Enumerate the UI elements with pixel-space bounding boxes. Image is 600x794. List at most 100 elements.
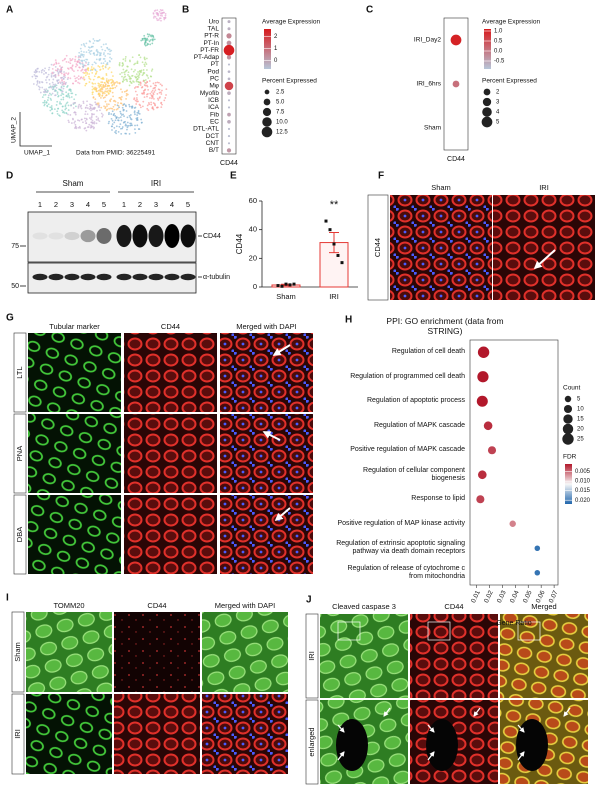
umap-cell — [99, 90, 102, 93]
category-label: PT — [211, 61, 219, 68]
micrograph — [124, 333, 217, 412]
legend-title: Percent Expressed — [262, 78, 317, 85]
umap-cell — [67, 92, 70, 95]
umap-cell — [82, 55, 85, 58]
umap-cell — [77, 78, 80, 81]
umap-cell — [95, 103, 98, 106]
umap-cell — [85, 106, 87, 109]
umap-cell — [114, 100, 117, 103]
umap-cell — [156, 92, 159, 95]
umap-cell — [60, 103, 63, 105]
umap-cell — [146, 81, 149, 83]
umap-cell — [136, 75, 139, 78]
umap-cell — [51, 85, 54, 88]
umap-cell — [99, 53, 102, 56]
umap-cell — [115, 132, 117, 135]
umap-cell — [53, 63, 56, 66]
umap-cell — [105, 88, 107, 90]
umap-cell — [50, 108, 53, 111]
category-label: Regulation of release of cytochrome c fr… — [347, 564, 465, 580]
x-tick-label: CD44 — [447, 156, 465, 163]
umap-cell — [156, 9, 159, 12]
umap-cell — [77, 126, 80, 129]
umap-cell — [136, 62, 139, 64]
row-label-box — [305, 699, 319, 785]
umap-cell — [67, 61, 70, 64]
size-label: 20 — [577, 427, 584, 433]
category-label: IRI_6hrs — [416, 81, 441, 88]
umap-cell — [74, 105, 77, 108]
category-label: ICA — [208, 104, 220, 111]
umap-cell — [54, 94, 56, 97]
umap-cell — [122, 68, 125, 71]
umap-cell — [111, 119, 114, 122]
lane-label: 4 — [170, 200, 174, 209]
dot — [227, 70, 231, 74]
umap-cell — [94, 101, 97, 104]
umap-cell — [51, 92, 54, 95]
umap-cell — [54, 59, 57, 62]
umap-cell — [50, 105, 53, 107]
umap-cell — [124, 57, 127, 60]
data-point — [280, 284, 284, 288]
umap-cell — [134, 69, 136, 71]
lumen — [516, 719, 548, 771]
umap-cell — [82, 77, 84, 80]
arrow — [533, 249, 556, 270]
umap-cell — [69, 77, 72, 80]
colorbar-label: 2 — [274, 34, 278, 40]
umap-cell — [31, 75, 34, 78]
umap-cell — [56, 112, 59, 115]
umap-cell — [118, 116, 120, 119]
size-label: 2 — [496, 90, 500, 96]
umap-cell — [60, 98, 63, 101]
micrograph — [26, 694, 112, 774]
umap-cell — [79, 56, 82, 59]
lane-label: 3 — [154, 200, 158, 209]
umap-cell — [157, 81, 160, 84]
umap-cell — [110, 98, 113, 101]
dot — [477, 371, 489, 383]
x-tick-label: Sham — [276, 292, 296, 301]
umap-cell — [104, 90, 107, 93]
dot — [476, 495, 485, 504]
umap-cell — [155, 17, 158, 20]
dot — [477, 346, 490, 358]
data-point — [336, 253, 340, 257]
umap-cell — [84, 120, 87, 122]
umap-cell — [139, 84, 142, 86]
umap-cell — [99, 88, 102, 91]
umap-cell — [161, 9, 164, 12]
colorbar-label: -0.5 — [494, 59, 505, 65]
umap-cell — [94, 82, 97, 85]
micrograph — [26, 612, 112, 692]
umap-cell — [52, 86, 55, 89]
umap-cell — [101, 95, 104, 97]
x-tick-label: 0.07 — [548, 589, 560, 604]
row-label: Sham — [13, 642, 22, 662]
umap-cell — [118, 61, 121, 64]
size-label: 4 — [496, 110, 500, 116]
umap-cell — [91, 71, 94, 74]
arrow — [427, 751, 435, 761]
umap-cell — [158, 10, 161, 13]
umap-cell — [78, 82, 81, 85]
umap-cell — [48, 92, 51, 95]
umap-cell — [82, 66, 85, 68]
umap-cell — [136, 93, 139, 96]
umap-cell — [142, 80, 145, 83]
blot-band — [148, 273, 164, 281]
umap-cell — [66, 78, 69, 81]
legend-title: Percent Expressed — [482, 78, 537, 85]
umap-cell — [42, 101, 45, 104]
umap-cell — [128, 105, 131, 108]
umap-cell — [109, 87, 112, 90]
category-label: CNT — [206, 140, 219, 147]
panel-label: F — [378, 171, 384, 182]
umap-cell — [77, 55, 80, 57]
umap-cell — [34, 69, 37, 71]
umap-cell — [153, 15, 156, 18]
umap-cell — [105, 64, 107, 66]
umap-cell — [146, 39, 149, 41]
micrograph — [500, 614, 588, 698]
